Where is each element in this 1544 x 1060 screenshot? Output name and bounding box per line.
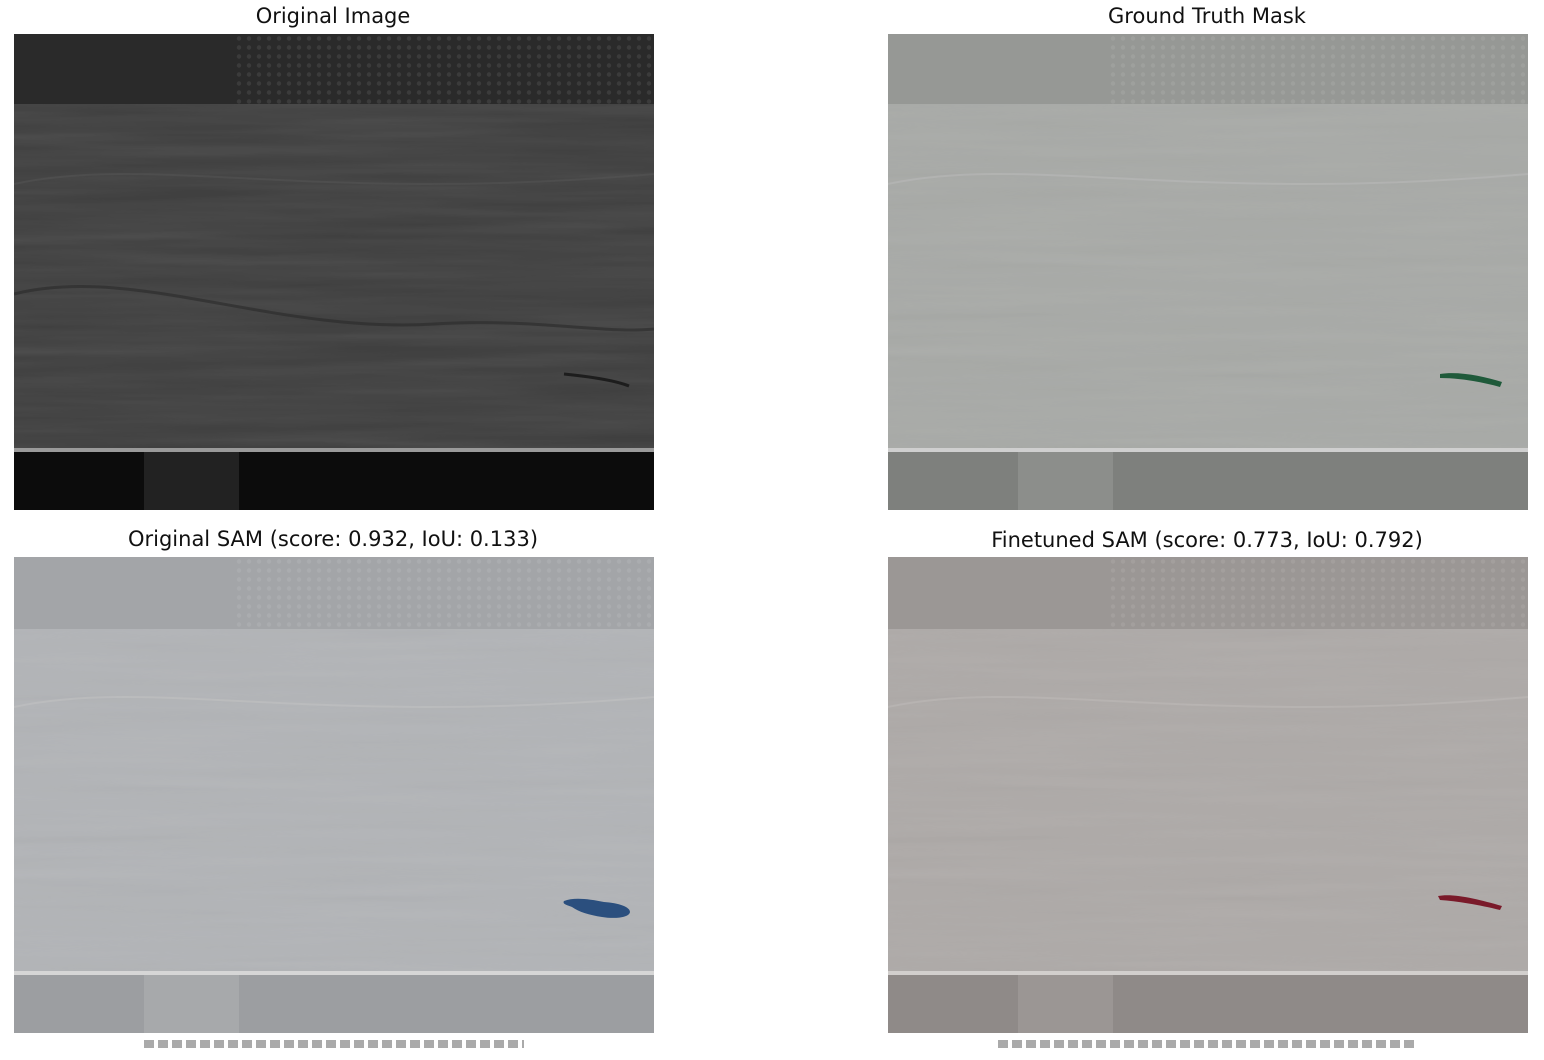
cut-off-caption-right bbox=[888, 1040, 1528, 1060]
original-sam-mask bbox=[563, 898, 630, 918]
finetuned-sam-image bbox=[888, 557, 1528, 1033]
finetuned-sam-mask bbox=[1438, 895, 1502, 910]
panel-title-original-sam: Original SAM (score: 0.932, IoU: 0.133) bbox=[127, 527, 539, 551]
ground-truth-mask bbox=[1440, 373, 1502, 387]
original-sam-panel bbox=[14, 557, 654, 1033]
ground-truth-panel bbox=[888, 34, 1528, 510]
panel-title-finetuned-sam: Finetuned SAM (score: 0.773, IoU: 0.792) bbox=[991, 528, 1423, 552]
panel-title-ground-truth: Ground Truth Mask bbox=[1108, 4, 1306, 28]
cut-off-caption-left bbox=[14, 1040, 654, 1060]
original-image-panel bbox=[14, 34, 654, 510]
panel-title-original: Original Image bbox=[255, 4, 411, 28]
finetuned-sam-panel bbox=[888, 557, 1528, 1033]
original-wood-image bbox=[14, 34, 654, 510]
original-sam-image bbox=[14, 557, 654, 1033]
ground-truth-image bbox=[888, 34, 1528, 510]
